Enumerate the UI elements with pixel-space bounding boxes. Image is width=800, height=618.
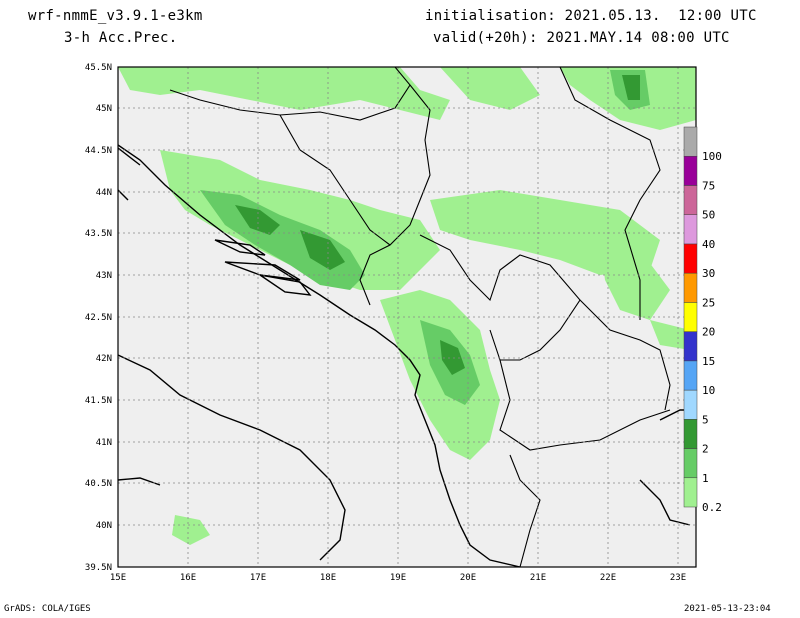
colorbar-label: 15 [702,355,715,368]
initialisation-time: initialisation: 2021.05.13. 12:00 UTC [425,8,757,24]
lon-tick: 17E [250,573,266,583]
colorbar-swatch [683,155,698,186]
lat-axis: 45.5N 45N 44.5N 44N 43.5N 43N 42.5N 42N … [85,63,112,573]
colorbar-label: 25 [702,296,715,309]
colorbar-swatch [683,477,698,508]
lat-tick: 41.5N [85,396,112,406]
lat-tick: 44.5N [85,146,112,156]
lon-tick: 19E [390,573,406,583]
colorbar-swatch [683,243,698,274]
colorbar-swatch [683,331,698,362]
lat-tick: 44N [96,188,112,198]
colorbar-swatch [683,448,698,479]
colorbar-swatch [683,126,698,157]
colorbar-swatch [683,302,698,332]
lon-tick: 16E [180,573,196,583]
field-name: 3-h Acc.Prec. [64,30,178,46]
render-timestamp: 2021-05-13-23:04 [684,604,771,614]
graticule [118,67,696,567]
lon-tick: 22E [600,573,616,583]
borders [169,66,671,568]
precip-heavy [235,75,640,375]
colorbar-label: 30 [702,267,715,280]
colorbar-label: 5 [702,413,709,426]
lon-tick: 18E [320,573,336,583]
colorbar-label: 0.2 [702,501,722,514]
lon-tick: 20E [460,573,476,583]
lat-tick: 43.5N [85,229,112,239]
colorbar-label: 100 [702,150,722,163]
colorbar-swatch [683,272,698,303]
colorbar-swatch [683,389,698,420]
colorbar-label: 1 [702,472,709,485]
colorbar-label: 20 [702,326,715,339]
model-name: wrf-nmmE_v3.9.1-e3km [28,8,203,24]
lat-tick: 42N [96,354,112,364]
lat-tick: 43N [96,271,112,281]
colorbar-swatch [683,214,698,245]
colorbar-label: 10 [702,384,715,397]
grads-credit: GrADS: COLA/IGES [4,604,91,614]
lon-tick: 21E [530,573,546,583]
lat-tick: 39.5N [85,563,112,573]
colorbar-swatch [683,185,698,215]
lat-tick: 45.5N [85,63,112,73]
lat-tick: 40N [96,521,112,531]
colorbar-label: 2 [702,443,709,456]
lat-tick: 40.5N [85,479,112,489]
lon-tick: 23E [670,573,686,583]
lat-tick: 41N [96,438,112,448]
valid-time: valid(+20h): 2021.MAY.14 08:00 UTC [433,30,730,46]
lon-tick: 15E [110,573,126,583]
colorbar-swatch [683,419,698,449]
colorbar-label: 40 [702,238,715,251]
lat-tick: 42.5N [85,313,112,323]
colorbar-label: 75 [702,179,715,192]
colorbar-label: 50 [702,209,715,222]
lat-tick: 45N [96,104,112,114]
colorbar-swatch [683,360,698,391]
lon-axis: 15E 16E 17E 18E 19E 20E 21E 22E 23E [110,573,686,583]
